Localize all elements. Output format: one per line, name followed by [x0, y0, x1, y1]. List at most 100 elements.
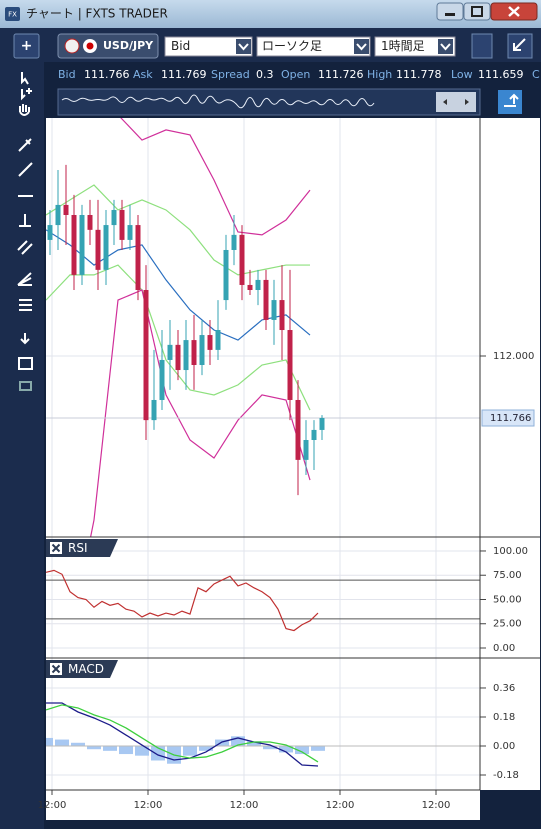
candle-body: [311, 429, 317, 441]
minimize-icon: [445, 13, 455, 16]
candle-body: [271, 300, 277, 320]
histogram-bar: [311, 746, 325, 751]
candle-body: [175, 344, 181, 371]
candle-body: [167, 344, 173, 360]
camera-tool[interactable]: [19, 381, 32, 391]
panel-tab: [46, 660, 118, 678]
quote-label: Ask: [133, 68, 153, 81]
quote-value: 0.3: [256, 68, 274, 81]
y-tick-label: 0.36: [493, 683, 515, 694]
list-tool[interactable]: [18, 357, 33, 370]
candle-body: [47, 225, 53, 240]
download-tool[interactable]: [20, 333, 30, 345]
autoscroll-button[interactable]: [498, 90, 522, 114]
autoscroll-icon: [504, 93, 519, 107]
candle-body: [111, 209, 117, 226]
dropdown-chevron: [238, 43, 249, 51]
x-tick-label: 12:00: [134, 800, 163, 811]
fan-tool[interactable]: [17, 272, 32, 286]
histogram-bar: [215, 739, 229, 746]
chart-type: ローソク足: [262, 39, 322, 53]
price-side: Bid: [171, 39, 190, 53]
line-tool[interactable]: [18, 162, 33, 177]
vline-tool[interactable]: [19, 214, 31, 227]
dropdown-arrow: [236, 39, 251, 54]
candle-body: [279, 300, 285, 331]
maximize-icon: [471, 6, 483, 17]
candle-body: [191, 340, 197, 366]
x-axis-background: [46, 790, 480, 820]
symbol-button[interactable]: [57, 33, 159, 59]
candle-body: [231, 234, 237, 250]
chart-type-select[interactable]: [256, 36, 371, 57]
tool-icons: [17, 72, 33, 391]
quote-bar: Bid 111.766 Ask 111.769 Spread 0.3 Open 111.726…: [58, 68, 540, 81]
candle-body: [303, 440, 309, 460]
quote-value: 111.726: [318, 68, 364, 81]
rsi-line: [46, 569, 319, 632]
panel-title: MACD: [68, 662, 104, 676]
navigator-handle[interactable]: [436, 92, 476, 112]
candle-body: [127, 225, 133, 240]
panel-title: RSI: [68, 541, 88, 555]
pointer-tool[interactable]: [21, 72, 29, 85]
quote-value: 111.659: [478, 68, 524, 81]
add-button-label: +: [21, 38, 33, 54]
histogram-bar: [183, 746, 197, 756]
macd-line: [46, 702, 319, 767]
candle-body: [79, 214, 85, 275]
quote-label: C: [532, 68, 540, 81]
navigator[interactable]: [57, 88, 481, 116]
candle-body: [95, 229, 101, 270]
candle-body: [159, 359, 165, 400]
undock-icon: [513, 38, 526, 51]
candle-body: [263, 279, 269, 320]
histogram-bar: [103, 746, 117, 751]
histogram-bar: [199, 746, 213, 751]
quote-value: 111.769: [161, 68, 207, 81]
panel-close-icon: [51, 543, 61, 553]
x-tick-label: 12:00: [38, 800, 67, 811]
fib-tool[interactable]: [19, 299, 32, 311]
y-tick-label: 0.00: [493, 643, 515, 654]
timeframe-select[interactable]: [374, 36, 456, 57]
axis-background: [480, 118, 540, 790]
last-price-box: [481, 409, 535, 427]
panel-tab: [46, 539, 118, 557]
plots: 112.000 111.766 100.00 75.00 50.00 25.00 0.00 R…: [38, 118, 540, 811]
timeframe: 1時間足: [381, 39, 425, 53]
scroll-button[interactable]: [471, 33, 493, 59]
symbol: USD/JPY: [103, 39, 154, 52]
quote-value: 111.766: [84, 68, 130, 81]
channel-tool[interactable]: [17, 240, 33, 255]
maximize-button[interactable]: [463, 2, 491, 21]
band-line: [46, 184, 310, 276]
candle-body: [143, 289, 149, 421]
y-tick-label: 25.00: [493, 619, 522, 630]
tool-palette: [0, 62, 44, 829]
minimize-button[interactable]: [436, 2, 464, 21]
add-button[interactable]: [13, 33, 40, 59]
histogram-bar: [87, 746, 101, 750]
histogram-bar: [263, 746, 277, 750]
candle-body: [183, 340, 189, 371]
candle-body: [135, 225, 141, 290]
histogram-bar: [247, 741, 261, 746]
histogram-bar: [71, 742, 85, 746]
trend-tool[interactable]: [18, 138, 32, 152]
candle-body: [119, 209, 125, 240]
undock-button[interactable]: [507, 33, 533, 59]
histogram-bar: [46, 737, 53, 746]
y-tick-label: 0.00: [493, 741, 515, 752]
y-tick-label: -0.18: [493, 770, 519, 781]
histogram-bar: [295, 746, 309, 755]
y-tick-label: 0.18: [493, 712, 515, 723]
candle-body: [215, 330, 221, 350]
band-line: [120, 118, 311, 236]
price-side-select[interactable]: [164, 36, 253, 57]
dropdown-chevron: [440, 43, 451, 51]
hand-tool[interactable]: [19, 104, 30, 116]
candle-body: [71, 214, 77, 275]
crosshair-tool[interactable]: [21, 88, 32, 101]
